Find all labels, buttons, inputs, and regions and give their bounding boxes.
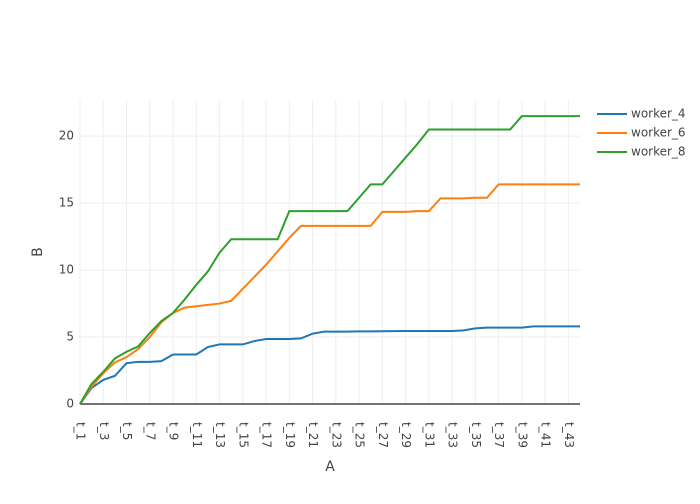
x-tick-label: t_25 [353, 422, 367, 448]
legend-label: worker_6 [631, 126, 686, 140]
x-tick-label: t_13 [213, 422, 227, 448]
y-tick-label: 0 [66, 397, 74, 411]
y-tick-label: 15 [59, 196, 74, 210]
x-tick-label: t_11 [190, 422, 204, 448]
x-tick-label: t_39 [515, 422, 529, 448]
x-axis-title: A [325, 459, 335, 475]
line-series [79, 115, 580, 405]
y-tick-label: 10 [59, 263, 74, 277]
x-tick-label: t_29 [399, 422, 413, 448]
x-tick-label: t_33 [446, 422, 460, 448]
x-tick-label: t_5 [120, 422, 134, 440]
x-tick-label: t_23 [329, 422, 343, 448]
y-axis-title: B [30, 247, 46, 257]
x-tick-label: t_27 [376, 422, 390, 448]
x-tick-label: t_37 [492, 422, 506, 448]
x-tick-label: t_41 [539, 422, 553, 448]
x-tick-label: t_43 [562, 422, 576, 448]
line-series [79, 325, 580, 405]
y-tick-label: 20 [59, 129, 74, 143]
x-tick-label: t_35 [469, 422, 483, 448]
legend-label: worker_4 [631, 107, 686, 121]
x-tick-label: t_3 [97, 422, 111, 440]
line-series [79, 183, 580, 405]
x-tick-label: t_9 [167, 422, 181, 440]
x-tick-label: t_7 [143, 422, 157, 440]
x-tick-label: t_15 [236, 422, 250, 448]
x-tick-label: t_1 [74, 422, 88, 440]
y-tick-label: 5 [66, 330, 74, 344]
x-tick-label: t_19 [283, 422, 297, 448]
x-tick-label: t_21 [306, 422, 320, 448]
legend-label: worker_8 [631, 145, 686, 159]
x-tick-label: t_31 [422, 422, 436, 448]
x-tick-label: t_17 [260, 422, 274, 448]
